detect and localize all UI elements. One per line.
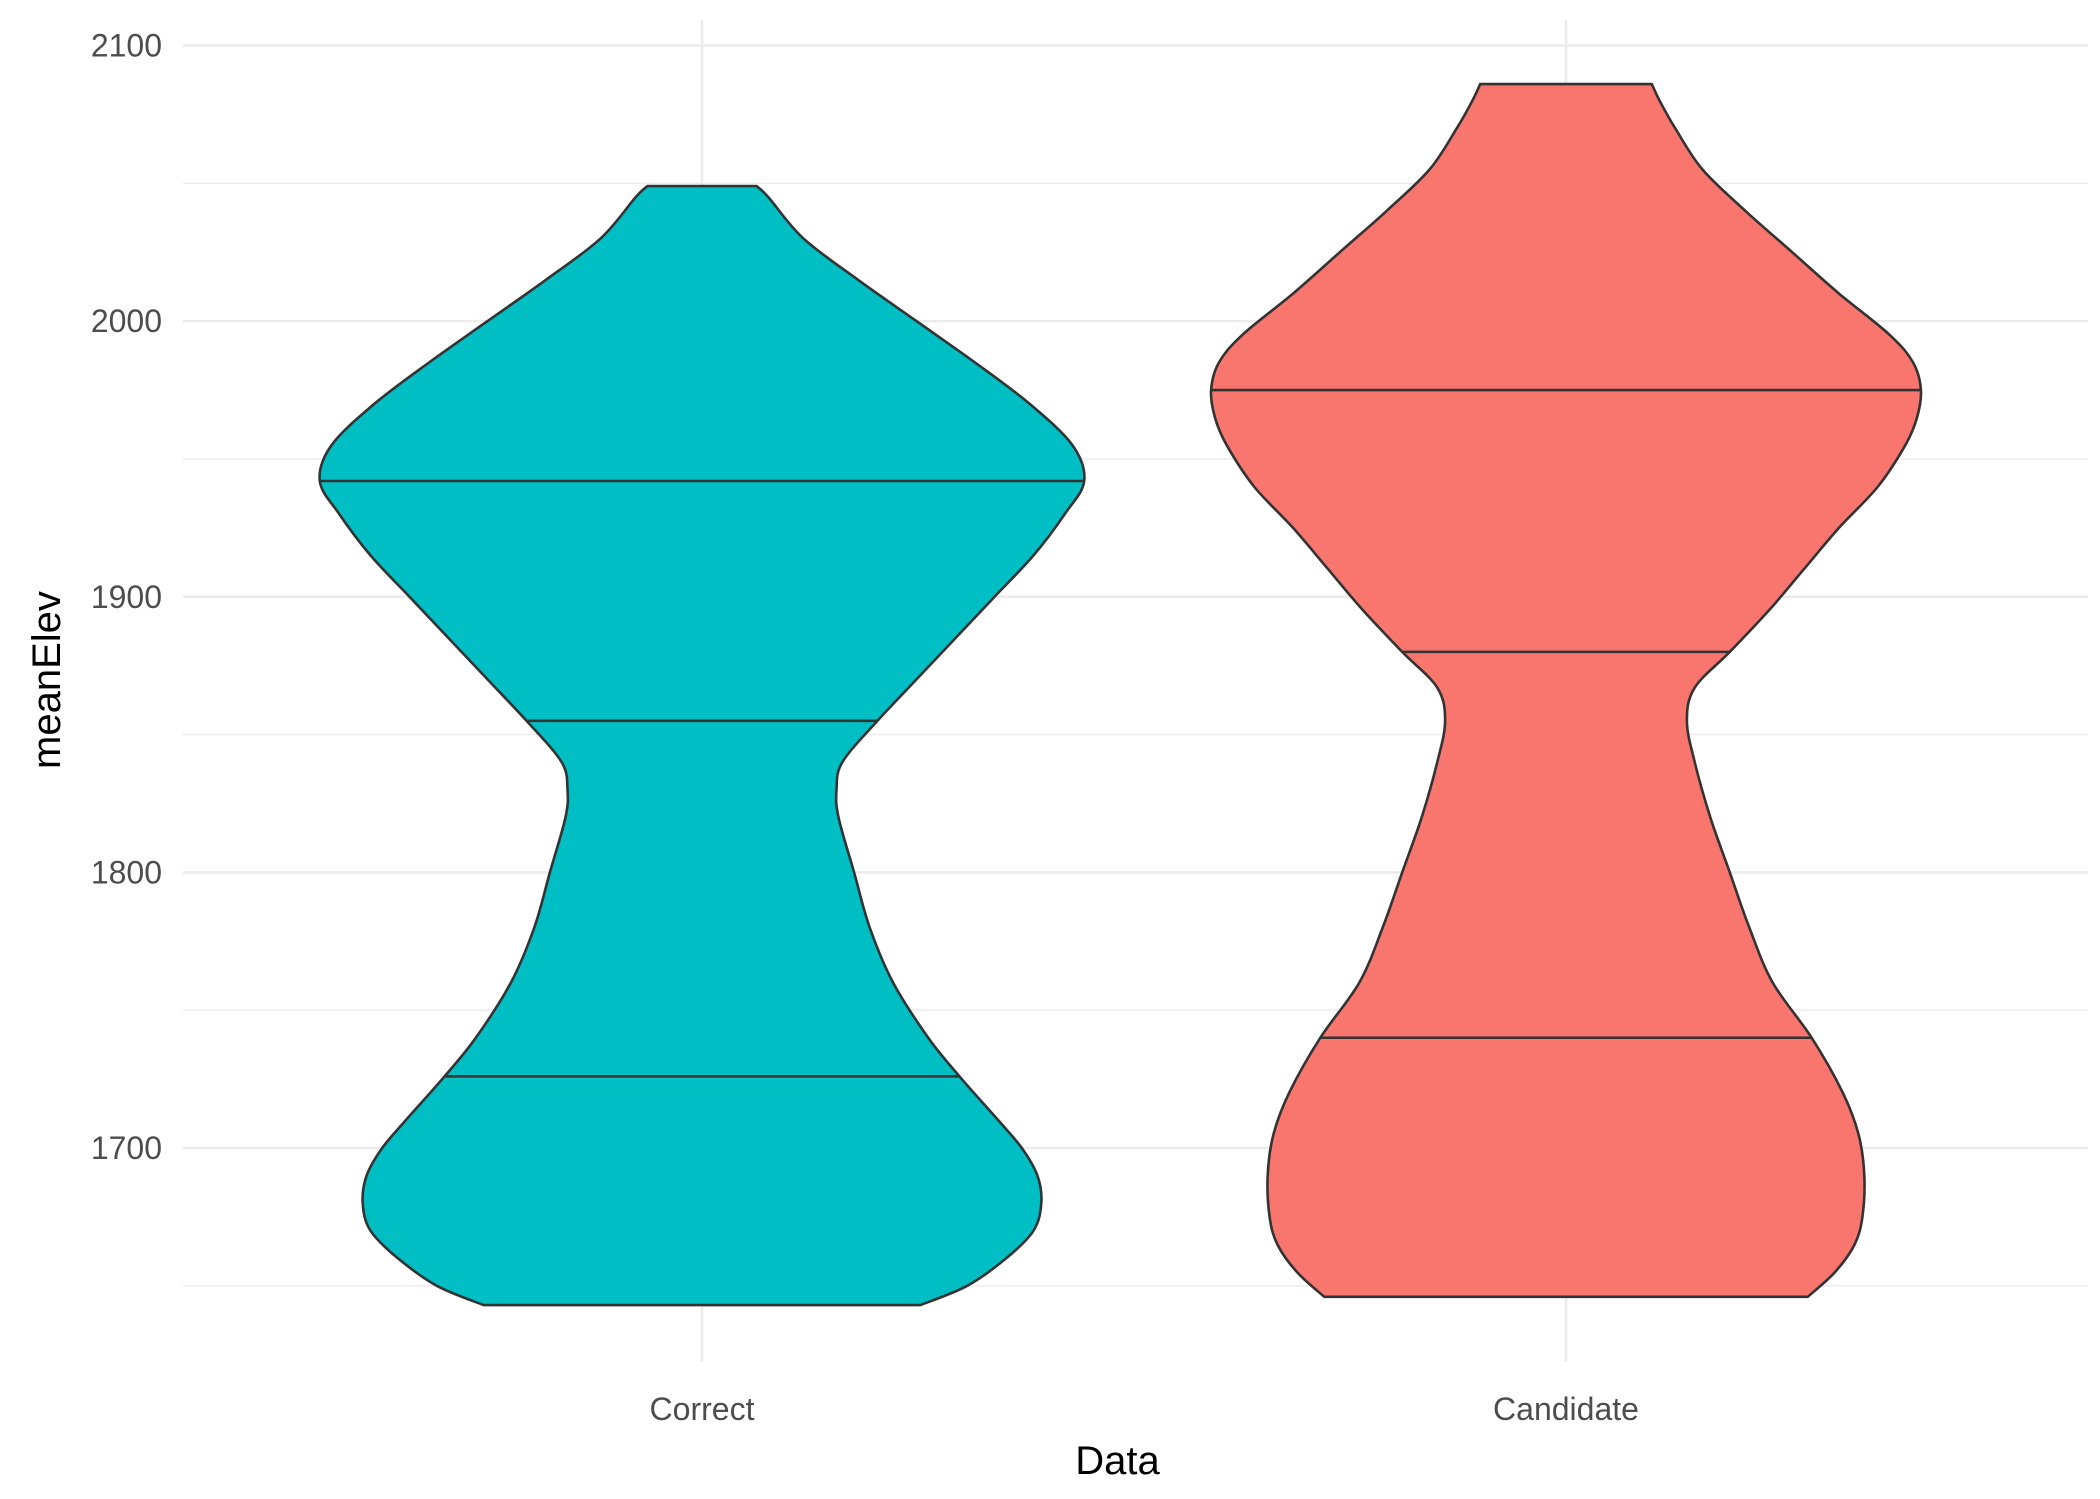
y-tick-label: 1800: [91, 854, 162, 890]
y-axis-tick-labels: 1700 1800 1900 2000 2100: [91, 28, 162, 1167]
y-tick-label: 1700: [91, 1130, 162, 1166]
x-axis-title: Data: [1075, 1439, 1160, 1483]
x-tick-label-candidate: Candidate: [1493, 1391, 1639, 1427]
x-tick-label-correct: Correct: [650, 1391, 755, 1427]
y-tick-label: 2000: [91, 303, 162, 339]
x-axis-tick-labels: Correct Candidate: [650, 1391, 1639, 1427]
y-tick-label: 1900: [91, 579, 162, 615]
violin-candidate: [1209, 82, 1923, 1299]
violins: [318, 82, 1923, 1307]
y-tick-label: 2100: [91, 28, 162, 64]
y-axis-title: meanElev: [25, 591, 69, 769]
violin-correct: [318, 184, 1086, 1307]
